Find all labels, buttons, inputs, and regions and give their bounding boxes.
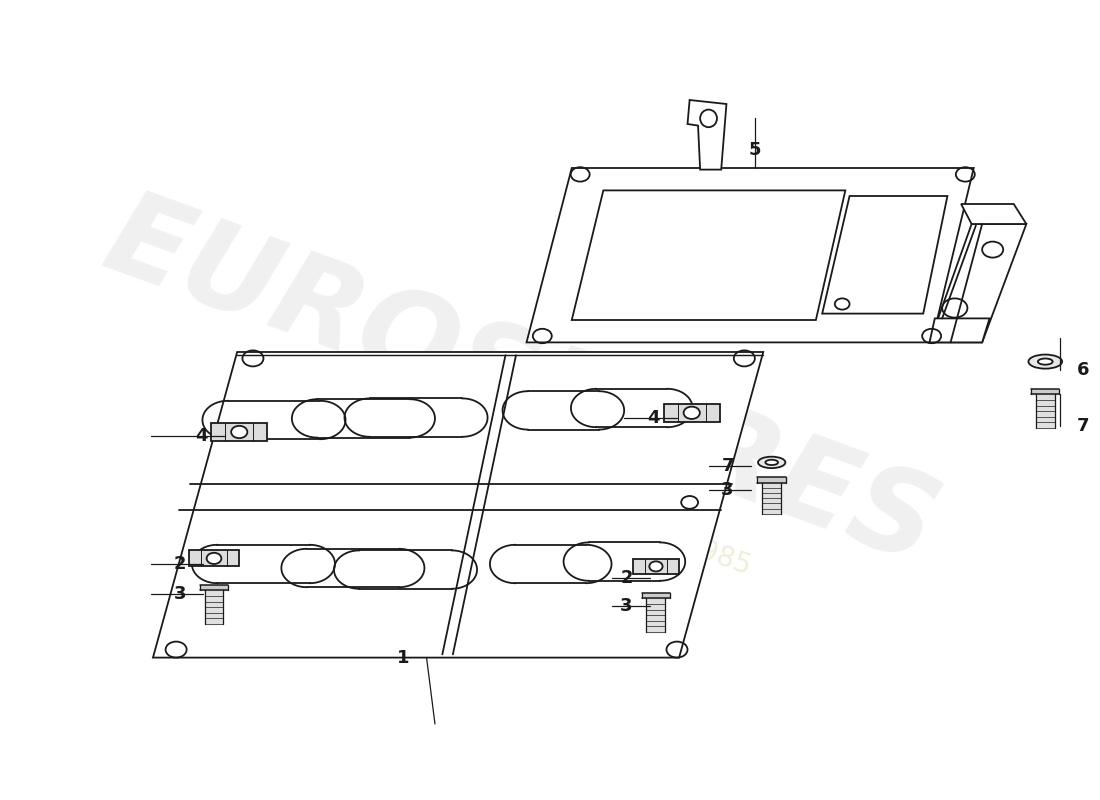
Text: 2: 2	[174, 555, 187, 573]
Ellipse shape	[231, 426, 248, 438]
Polygon shape	[930, 224, 1026, 342]
Polygon shape	[572, 190, 846, 320]
Polygon shape	[634, 559, 679, 574]
Ellipse shape	[758, 457, 785, 468]
Text: 3: 3	[722, 481, 734, 498]
Text: 4: 4	[648, 409, 660, 426]
Text: 7: 7	[1077, 417, 1089, 434]
Text: EUROSPARES: EUROSPARES	[90, 180, 953, 588]
Ellipse shape	[766, 460, 778, 465]
Text: 6: 6	[1077, 361, 1089, 378]
Polygon shape	[688, 100, 726, 170]
Text: 1: 1	[397, 649, 409, 666]
Ellipse shape	[1028, 354, 1063, 369]
Text: 7: 7	[722, 457, 734, 474]
Text: a passion for parts since 1985: a passion for parts since 1985	[351, 411, 755, 581]
Polygon shape	[930, 318, 990, 342]
Text: 3: 3	[174, 585, 187, 602]
Text: 2: 2	[620, 569, 632, 586]
Ellipse shape	[683, 406, 700, 419]
Polygon shape	[189, 550, 240, 566]
Ellipse shape	[1038, 358, 1053, 365]
Text: 3: 3	[620, 598, 632, 615]
Polygon shape	[961, 204, 1026, 224]
Ellipse shape	[207, 553, 221, 564]
Ellipse shape	[649, 562, 662, 571]
Polygon shape	[664, 404, 719, 422]
Text: 5: 5	[749, 142, 761, 159]
Polygon shape	[822, 196, 947, 314]
Polygon shape	[527, 168, 974, 342]
Polygon shape	[211, 423, 267, 441]
Polygon shape	[153, 352, 763, 658]
Text: 4: 4	[195, 427, 208, 445]
